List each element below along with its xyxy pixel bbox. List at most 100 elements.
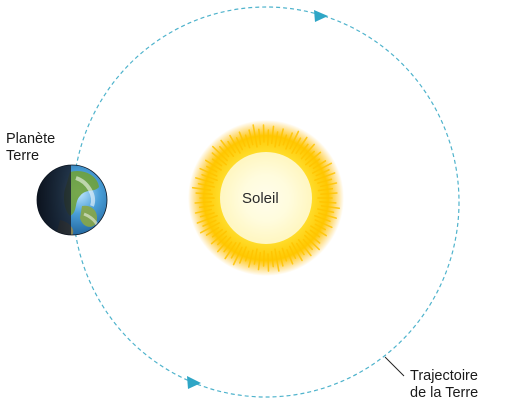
sun-ray [302,238,314,251]
sun-ray [195,177,214,184]
orbit-label-leader-line [384,356,405,377]
sun-ray [227,140,236,154]
sun-ray [312,160,327,170]
sun-ray [252,124,258,148]
sun-ray [220,139,235,157]
sun-ray [297,239,312,257]
sun-ray [274,131,279,148]
sun-ray [202,219,217,227]
orbit-label: Trajectoire de la Terre [410,368,478,402]
earth-label-line-2: Terre [6,148,40,164]
orbit-direction-arrow-bottom [187,376,201,389]
sun-ray [239,246,247,264]
sun-ray [281,247,288,262]
sun-ray [317,187,334,192]
sun-ray [304,151,322,166]
sun-ray [291,137,302,154]
sun-ray [267,253,270,272]
sun-ray [211,152,227,166]
sun-ray [199,167,218,177]
sun-ray [211,228,224,238]
sun-ray [230,242,241,259]
sun-ray [194,201,212,204]
sun-ray [319,201,337,204]
sun-ray [304,230,321,244]
sun-ray [257,128,262,146]
sun-ray [201,173,218,181]
sun-ray [315,169,330,177]
sun-ray [285,132,294,150]
orbit-label-line-2: de la Terre [410,385,479,401]
sun-ray [235,137,244,151]
sun-ray [205,159,222,171]
sun-ray [304,150,316,161]
sun-ray [314,219,333,229]
sun-ray [253,248,258,265]
sun-ray [278,128,285,147]
sun-ray [212,145,228,162]
sun-ray [219,145,230,158]
sun-ray [316,208,335,214]
sun-ray [262,124,265,143]
sun-ray [299,143,309,155]
sun-ray [232,246,243,266]
sun-ray [295,136,308,154]
sun-ray [195,192,213,195]
sun-ray [314,215,331,223]
sun-ray [217,235,228,246]
sun-ray [286,249,294,265]
sun-ray [211,158,223,167]
sun-ray [289,130,300,150]
sun-ray [295,242,305,256]
sun-ray [206,165,218,173]
sun-ray [198,204,215,209]
sun-ray [199,212,215,218]
sun-ray [224,242,237,260]
sun-ray [270,250,275,268]
sun-ray [248,249,254,268]
sun-rays [191,124,341,272]
sun-ray [311,162,333,174]
sun-ray [270,125,275,145]
sun-ray [266,129,270,146]
sun-ray [303,234,321,251]
sun-ray [217,236,232,253]
sun-ray [308,158,321,168]
orbit-direction-arrow-top [314,10,328,22]
sun-ray [223,241,233,253]
sun-ray [244,250,250,262]
sun-ray [210,230,227,245]
sun-ray [248,129,254,146]
sun-ray [194,208,212,214]
sun-ray [197,182,215,188]
sun-ray [310,225,328,237]
sun-ray [319,182,338,188]
sun-ray [196,215,218,224]
sun-ray [320,192,338,195]
sun-ray [262,250,266,267]
sun-ray [278,250,284,267]
earth-label-line-1: Planète [6,131,56,147]
sun-icon [188,120,344,276]
sun-ray [291,242,303,262]
sun-ray [257,251,262,271]
sun-ray [314,172,336,181]
sun-ray [205,226,220,236]
orbit-label-line-1: Trajectoire [410,368,478,384]
sun-ray [282,134,288,146]
sun-ray [318,212,338,219]
sun-ray [300,143,316,160]
sun-ray [274,248,280,272]
earth-label: Planète Terre [6,131,55,165]
earth-icon [36,164,108,236]
sun-ray [288,245,297,260]
sun-ray [309,229,321,238]
sun-ray [244,134,251,149]
sun-ray [199,222,220,234]
sun-ray [191,186,212,191]
sun-ray [238,131,246,147]
sun-label: Soleil [242,190,279,207]
sun-ray [314,223,327,231]
sun-ray [320,205,341,210]
